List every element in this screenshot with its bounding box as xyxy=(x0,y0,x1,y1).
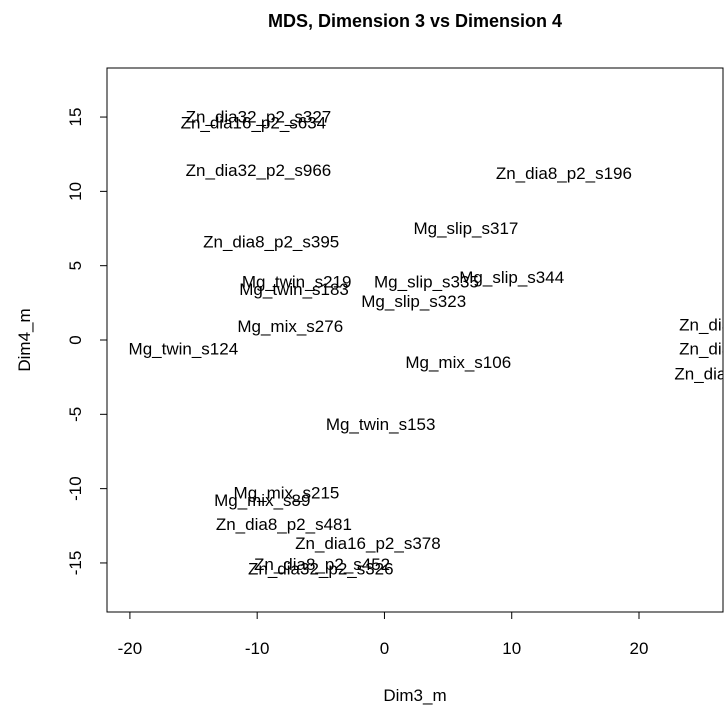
point-label: Mg_mix_s89 xyxy=(214,491,310,510)
x-tick-label: -20 xyxy=(118,639,143,658)
point-label: Mg_slip_s317 xyxy=(413,219,518,238)
point-label: Mg_mix_s106 xyxy=(405,353,511,372)
y-tick-label: -10 xyxy=(66,476,85,501)
y-tick-label: 0 xyxy=(66,335,85,344)
x-tick-label: -10 xyxy=(245,639,270,658)
y-tick-label: 5 xyxy=(66,261,85,270)
point-label: Zn_dia16_p2_s495 xyxy=(674,365,725,384)
x-axis: -20 -10 0 10 20 xyxy=(118,611,649,658)
point-label: Mg_mix_s215 xyxy=(234,484,340,503)
point-label: Mg_twin_s183 xyxy=(239,280,349,299)
y-tick-label: -5 xyxy=(66,407,85,422)
y-tick-label: 15 xyxy=(66,108,85,127)
point-label: Zn_dia32_p2_s28 xyxy=(679,316,725,335)
point-label: Mg_mix_s276 xyxy=(237,317,343,336)
point-label: Zn_dia8_p2_s196 xyxy=(496,164,632,183)
point-label: Zn_dia8_p2_s452 xyxy=(254,555,390,574)
point-label: Zn_dia32_p2_s326 xyxy=(248,559,394,578)
y-axis: -15 -10 -5 0 5 10 15 xyxy=(66,108,108,576)
x-tick-label: 0 xyxy=(380,639,389,658)
point-label: Zn_dia8_p2_s481 xyxy=(216,515,352,534)
point-label: Zn_dia16_p2_s49 xyxy=(679,339,725,358)
point-label: Zn_dia32_p2_s966 xyxy=(186,161,332,180)
point-label: Mg_twin_s124 xyxy=(129,339,239,358)
point-label: Mg_twin_s153 xyxy=(326,415,436,434)
y-axis-label: Dim4_m xyxy=(15,308,34,371)
point-label: Zn_dia32_p2_s327 xyxy=(186,108,332,127)
x-tick-label: 10 xyxy=(502,639,521,658)
point-label: Mg_slip_s344 xyxy=(459,268,564,287)
x-axis-label: Dim3_m xyxy=(383,686,446,705)
x-tick-label: 20 xyxy=(630,639,649,658)
point-label: Zn_dia16_p2_s634 xyxy=(181,113,327,132)
y-tick-label: 10 xyxy=(66,182,85,201)
point-label: Mg_slip_s335 xyxy=(374,273,479,292)
chart-title: MDS, Dimension 3 vs Dimension 4 xyxy=(268,11,562,31)
point-label: Zn_dia8_p2_s395 xyxy=(203,232,339,251)
point-label: Zn_dia16_p2_s378 xyxy=(295,534,441,553)
point-label: Mg_twin_s219 xyxy=(242,273,352,292)
point-label: Mg_slip_s323 xyxy=(361,292,466,311)
y-tick-label: -15 xyxy=(66,551,85,576)
